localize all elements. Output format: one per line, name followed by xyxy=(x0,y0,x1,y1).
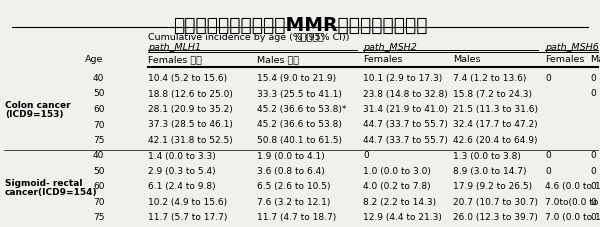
Text: 10.2 (4.9 to 15.6): 10.2 (4.9 to 15.6) xyxy=(148,197,227,206)
Text: path_MSH6: path_MSH6 xyxy=(545,43,599,52)
Text: 15.8 (7.2 to 24.3): 15.8 (7.2 to 24.3) xyxy=(453,89,532,98)
Text: 26.0 (12.3 to 39.7): 26.0 (12.3 to 39.7) xyxy=(453,212,538,222)
Text: 50.8 (40.1 to 61.5): 50.8 (40.1 to 61.5) xyxy=(257,135,342,144)
Text: 37.3 (28.5 to 46.1): 37.3 (28.5 to 46.1) xyxy=(148,120,233,129)
Text: Females: Females xyxy=(545,55,584,64)
Text: 1.4 (0.0 to 3.3): 1.4 (0.0 to 3.3) xyxy=(148,151,216,160)
Text: 0: 0 xyxy=(545,151,551,160)
Text: 0: 0 xyxy=(545,166,551,175)
Text: Females 女性: Females 女性 xyxy=(148,55,202,64)
Text: Males 男性: Males 男性 xyxy=(257,55,299,64)
Text: Cumulative incidence by age (% (95% CI)): Cumulative incidence by age (% (95% CI)) xyxy=(148,33,349,42)
Text: Age: Age xyxy=(85,55,103,64)
Text: Males: Males xyxy=(453,55,481,64)
Text: 3.6 (0.8 to 6.4): 3.6 (0.8 to 6.4) xyxy=(257,166,325,175)
Text: 7.4 (1.2 to 13.6): 7.4 (1.2 to 13.6) xyxy=(453,74,526,83)
Text: 12.9 (4.4 to 21.3): 12.9 (4.4 to 21.3) xyxy=(363,212,442,222)
Text: path_MLH1: path_MLH1 xyxy=(148,43,201,52)
Text: 4.6 (0.0 to 10.7): 4.6 (0.0 to 10.7) xyxy=(545,182,600,191)
Text: 7.0 (0.0 to 14.6): 7.0 (0.0 to 14.6) xyxy=(545,212,600,222)
Text: 累積發生率: 累積發生率 xyxy=(296,33,325,42)
Text: 17.9 (9.2 to 26.5): 17.9 (9.2 to 26.5) xyxy=(453,182,532,191)
Text: 60: 60 xyxy=(93,182,104,191)
Text: 70: 70 xyxy=(93,120,104,129)
Text: 0: 0 xyxy=(363,151,369,160)
Text: (ICD9=153): (ICD9=153) xyxy=(5,110,64,118)
Text: 0: 0 xyxy=(590,74,596,83)
Text: 0: 0 xyxy=(545,74,551,83)
Text: 42.1 (31.8 to 52.5): 42.1 (31.8 to 52.5) xyxy=(148,135,233,144)
Text: 70: 70 xyxy=(93,197,104,206)
Text: 18.8 (12.6 to 25.0): 18.8 (12.6 to 25.0) xyxy=(148,89,233,98)
Text: 0: 0 xyxy=(590,151,596,160)
Text: 50: 50 xyxy=(93,89,104,98)
Text: 4.0 (0.2 to 7.8): 4.0 (0.2 to 7.8) xyxy=(363,182,431,191)
Text: 2.9 (0.3 to 5.4): 2.9 (0.3 to 5.4) xyxy=(148,166,215,175)
Text: Females: Females xyxy=(363,55,403,64)
Text: 6.5 (2.6 to 10.5): 6.5 (2.6 to 10.5) xyxy=(257,182,331,191)
Text: 1.9 (0.0 to 4.1): 1.9 (0.0 to 4.1) xyxy=(257,151,325,160)
Text: 31.4 (21.9 to 41.0): 31.4 (21.9 to 41.0) xyxy=(363,105,448,114)
Text: 40: 40 xyxy=(93,151,104,160)
Text: Colon cancer: Colon cancer xyxy=(5,101,71,110)
Text: 75: 75 xyxy=(93,135,104,144)
Text: 0: 0 xyxy=(590,89,596,98)
Text: 60: 60 xyxy=(93,105,104,114)
Text: 11.7 (5.7 to 17.7): 11.7 (5.7 to 17.7) xyxy=(148,212,227,222)
Text: 23.8 (14.8 to 32.8): 23.8 (14.8 to 32.8) xyxy=(363,89,448,98)
Text: path_MSH2: path_MSH2 xyxy=(363,43,417,52)
Text: 8.2 (2.2 to 14.3): 8.2 (2.2 to 14.3) xyxy=(363,197,436,206)
Text: 1.3 (0.0 to 3.8): 1.3 (0.0 to 3.8) xyxy=(453,151,521,160)
Text: cancer(ICD9=154): cancer(ICD9=154) xyxy=(5,187,98,196)
Text: 8.9 (3.0 to 14.7): 8.9 (3.0 to 14.7) xyxy=(453,166,527,175)
Text: 6.1 (2.4 to 9.8): 6.1 (2.4 to 9.8) xyxy=(148,182,215,191)
Text: 20.7 (10.7 to 30.7): 20.7 (10.7 to 30.7) xyxy=(453,197,538,206)
Text: Males: Males xyxy=(590,55,600,64)
Text: 33.3 (25.5 to 41.1): 33.3 (25.5 to 41.1) xyxy=(257,89,342,98)
Text: 7.0to(0.0 to 14.6): 7.0to(0.0 to 14.6) xyxy=(545,197,600,206)
Text: 28.1 (20.9 to 35.2): 28.1 (20.9 to 35.2) xyxy=(148,105,233,114)
Text: 11.7 (4.7 to 18.7): 11.7 (4.7 to 18.7) xyxy=(257,212,336,222)
Text: 7.6 (3.2 to 12.1): 7.6 (3.2 to 12.1) xyxy=(257,197,331,206)
Text: 10.4 (5.2 to 15.6): 10.4 (5.2 to 15.6) xyxy=(148,74,227,83)
Text: 40: 40 xyxy=(93,74,104,83)
Text: 0: 0 xyxy=(590,212,596,222)
Text: 21.5 (11.3 to 31.6): 21.5 (11.3 to 31.6) xyxy=(453,105,538,114)
Text: 大腸直腸癌之不同性別MMR基因變異的發生率: 大腸直腸癌之不同性別MMR基因變異的發生率 xyxy=(173,16,427,35)
Text: 75: 75 xyxy=(93,212,104,222)
Text: 45.2 (36.6 to 53.8): 45.2 (36.6 to 53.8) xyxy=(257,120,342,129)
Text: 1.0 (0.0 to 3.0): 1.0 (0.0 to 3.0) xyxy=(363,166,431,175)
Text: 45.2 (36.6 to 53.8)*: 45.2 (36.6 to 53.8)* xyxy=(257,105,346,114)
Text: 32.4 (17.7 to 47.2): 32.4 (17.7 to 47.2) xyxy=(453,120,538,129)
Text: 50: 50 xyxy=(93,166,104,175)
Text: 44.7 (33.7 to 55.7): 44.7 (33.7 to 55.7) xyxy=(363,120,448,129)
Text: Sigmoid- rectal: Sigmoid- rectal xyxy=(5,178,83,187)
Text: 44.7 (33.7 to 55.7): 44.7 (33.7 to 55.7) xyxy=(363,135,448,144)
Text: 0: 0 xyxy=(590,166,596,175)
Text: 42.6 (20.4 to 64.9): 42.6 (20.4 to 64.9) xyxy=(453,135,538,144)
Text: 10.1 (2.9 to 17.3): 10.1 (2.9 to 17.3) xyxy=(363,74,442,83)
Text: 15.4 (9.0 to 21.9): 15.4 (9.0 to 21.9) xyxy=(257,74,336,83)
Text: 0: 0 xyxy=(590,197,596,206)
Text: 0: 0 xyxy=(590,182,596,191)
